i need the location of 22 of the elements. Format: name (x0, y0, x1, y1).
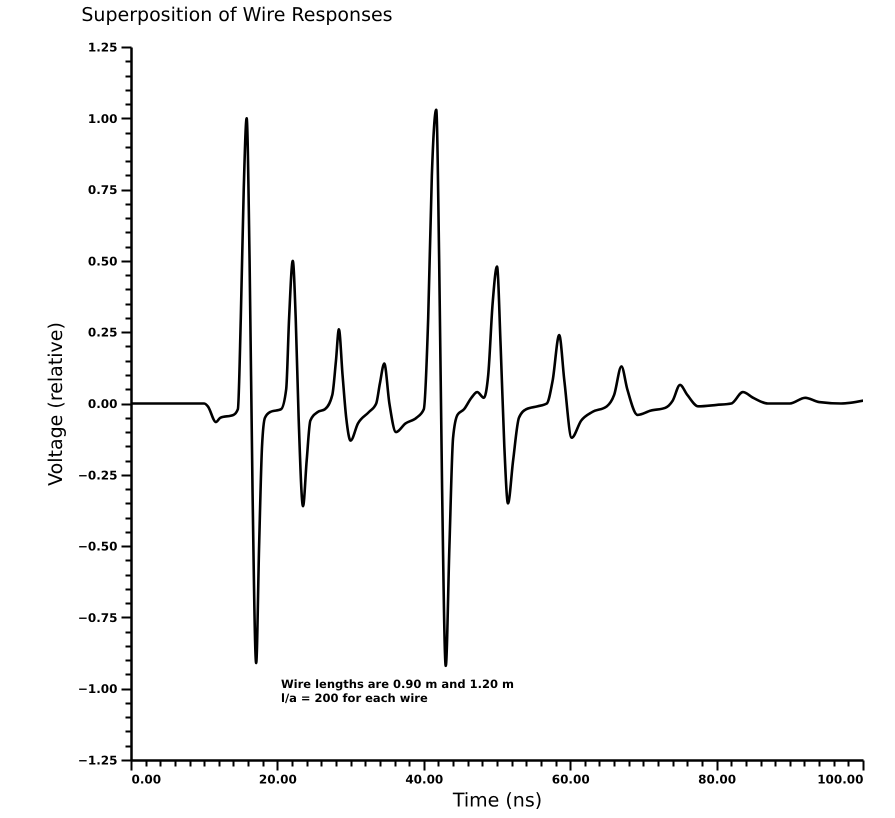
annotation: Wire lengths are 0.90 m and 1.20 m (281, 677, 514, 691)
annotation: l/a = 200 for each wire (281, 691, 428, 705)
x-axis-title: Time (ns) (452, 790, 542, 812)
y-tick-label: −1.25 (78, 754, 118, 768)
y-tick-label: −1.00 (78, 682, 118, 696)
x-tick-label: 0.00 (132, 772, 162, 786)
y-tick-label: 0.75 (88, 183, 118, 198)
x-tick-label: 100.00 (817, 772, 864, 786)
y-axis-title: Voltage (relative) (44, 322, 67, 486)
x-tick-label: 20.00 (258, 772, 297, 786)
x-tick-label: 60.00 (552, 772, 590, 786)
y-tick-label: 1.25 (88, 40, 118, 54)
y-tick-label: 1.00 (88, 112, 118, 126)
x-tick-label: 40.00 (405, 772, 444, 786)
y-tick-label: −0.75 (78, 610, 118, 625)
y-tick-label: 0.25 (88, 326, 118, 340)
y-tick-label: −0.25 (78, 468, 118, 482)
y-tick-label: 0.50 (88, 254, 118, 268)
chart-title: Superposition of Wire Responses (81, 4, 393, 26)
y-tick-label: 0.00 (88, 397, 118, 411)
x-tick-label: 80.00 (698, 772, 736, 786)
y-tick-label: −0.50 (78, 540, 118, 554)
